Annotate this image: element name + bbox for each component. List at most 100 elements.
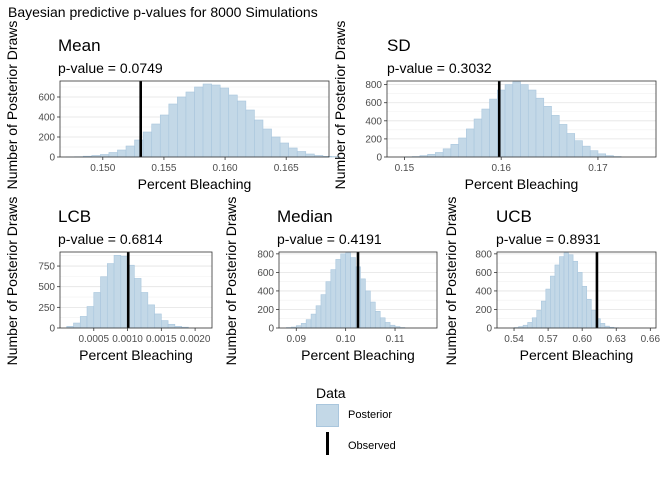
histogram-bar [389, 324, 396, 329]
x-tick-label: 0.15 [395, 163, 415, 174]
panel-sd: 0 200 400 600 800 0.15 0.16 0.17 Percent Bleachi… [332, 21, 657, 192]
histogram-bar [370, 301, 376, 329]
histogram-bar [236, 100, 247, 158]
histogram-bar [300, 323, 307, 329]
histogram-bar [177, 96, 187, 158]
histogram-bar [531, 317, 538, 329]
histogram-bar [450, 144, 459, 158]
x-axis-label: Percent Bleaching [79, 347, 193, 363]
histogram-bar [550, 275, 556, 329]
histogram-bar [536, 310, 542, 329]
panel-border [496, 251, 657, 329]
histogram-bar [159, 114, 170, 158]
histogram-bar [79, 316, 88, 329]
histogram-bar [566, 133, 576, 158]
x-tick-label: 0.66 [641, 334, 661, 345]
y-axis-label: Number of Posterior Draws [223, 197, 239, 366]
histogram-bar [558, 124, 568, 158]
histogram-bar [589, 150, 599, 158]
panel-title: SD [387, 36, 411, 55]
y-tick-label: 800 [475, 249, 492, 260]
histogram-bar [262, 128, 272, 158]
y-tick-label: 0 [268, 324, 274, 335]
histogram-bar [435, 152, 444, 158]
y-tick-label: 400 [475, 286, 492, 297]
histogram-bar [574, 140, 583, 158]
histogram-bar [582, 145, 591, 158]
histogram-bar [374, 311, 381, 329]
histogram-bar [167, 323, 176, 329]
histogram-bar [545, 288, 551, 329]
histogram-bar [572, 260, 578, 329]
x-tick-label: 0.0010 [112, 334, 143, 345]
y-axis-label: Number of Posterior Draws [332, 21, 348, 190]
histogram-bar [559, 256, 565, 329]
histogram-bar [168, 103, 178, 158]
histogram-bar [330, 269, 337, 329]
x-axis-label: Percent Bleaching [520, 347, 634, 363]
y-tick-label: 750 [38, 262, 55, 273]
histogram-bar [350, 257, 356, 329]
histogram-bar [345, 252, 351, 329]
panel-lcb: 0 250 500 750 0.0005 0.0010 0.0015 0.0020 Percen… [4, 197, 213, 365]
panel-title: LCB [58, 207, 91, 226]
histogram-bar [185, 91, 195, 158]
histogram-bar [254, 119, 264, 158]
y-axis-label: Number of Posterior Draws [443, 197, 459, 366]
x-tick-label: 0.150 [90, 163, 115, 174]
histogram-bar [106, 263, 115, 329]
y-axis-label: Number of Posterior Draws [4, 21, 20, 190]
x-axis-label: Percent Bleaching [138, 176, 252, 192]
histogram-bar [427, 153, 436, 158]
y-tick-label: 400 [38, 113, 55, 124]
x-tick-label: 0.160 [213, 163, 238, 174]
histogram-bar [120, 255, 128, 329]
x-axis-label: Percent Bleaching [465, 176, 579, 192]
x-tick-label: 0.54 [504, 334, 524, 345]
histogram-bar [379, 317, 386, 329]
x-tick-label: 0.0015 [146, 334, 177, 345]
histogram-bar [100, 276, 108, 329]
x-tick-label: 0.63 [607, 334, 627, 345]
y-tick-label: 600 [475, 268, 492, 279]
histogram-bar [140, 292, 149, 329]
x-tick-label: 0.09 [287, 334, 307, 345]
histogram-bar [305, 319, 312, 329]
panel-border [59, 80, 330, 158]
legend-title: Data [316, 385, 346, 401]
histogram-bar [325, 281, 332, 329]
y-tick-label: 600 [257, 268, 274, 279]
histogram-bar [211, 84, 221, 158]
histogram-bar [161, 320, 169, 329]
histogram-bar [320, 294, 327, 329]
histogram-bar [310, 313, 317, 329]
x-tick-label: 0.16 [491, 163, 511, 174]
histogram-bar [360, 278, 366, 329]
histogram-bar [577, 272, 583, 329]
histogram-bar [86, 306, 95, 329]
x-tick-label: 0.17 [588, 163, 608, 174]
x-axis-label: Percent Bleaching [301, 347, 415, 363]
legend-label-observed: Observed [348, 440, 396, 452]
histogram-bar [540, 300, 547, 329]
panel-subtitle: p-value = 0.8931 [496, 231, 601, 247]
histogram-bar [113, 255, 122, 329]
histogram-bar [279, 142, 289, 158]
x-tick-label: 0.165 [274, 163, 299, 174]
histogram-bar [551, 115, 560, 158]
panel-subtitle: p-value = 0.6814 [58, 231, 163, 247]
y-tick-label: 200 [38, 133, 55, 144]
histogram-bar [466, 128, 475, 158]
histogram-bar [93, 292, 101, 329]
histogram-bar [147, 304, 155, 329]
histogram-bar [134, 278, 142, 329]
histogram-bar [520, 84, 529, 158]
y-tick-label: 0 [49, 324, 55, 335]
histogram-bar [597, 153, 606, 158]
y-tick-label: 200 [365, 134, 382, 145]
histogram-bar [527, 89, 537, 158]
histogram-bar [473, 118, 483, 158]
y-tick-label: 400 [365, 116, 382, 127]
legend-label-posterior: Posterior [348, 409, 393, 421]
